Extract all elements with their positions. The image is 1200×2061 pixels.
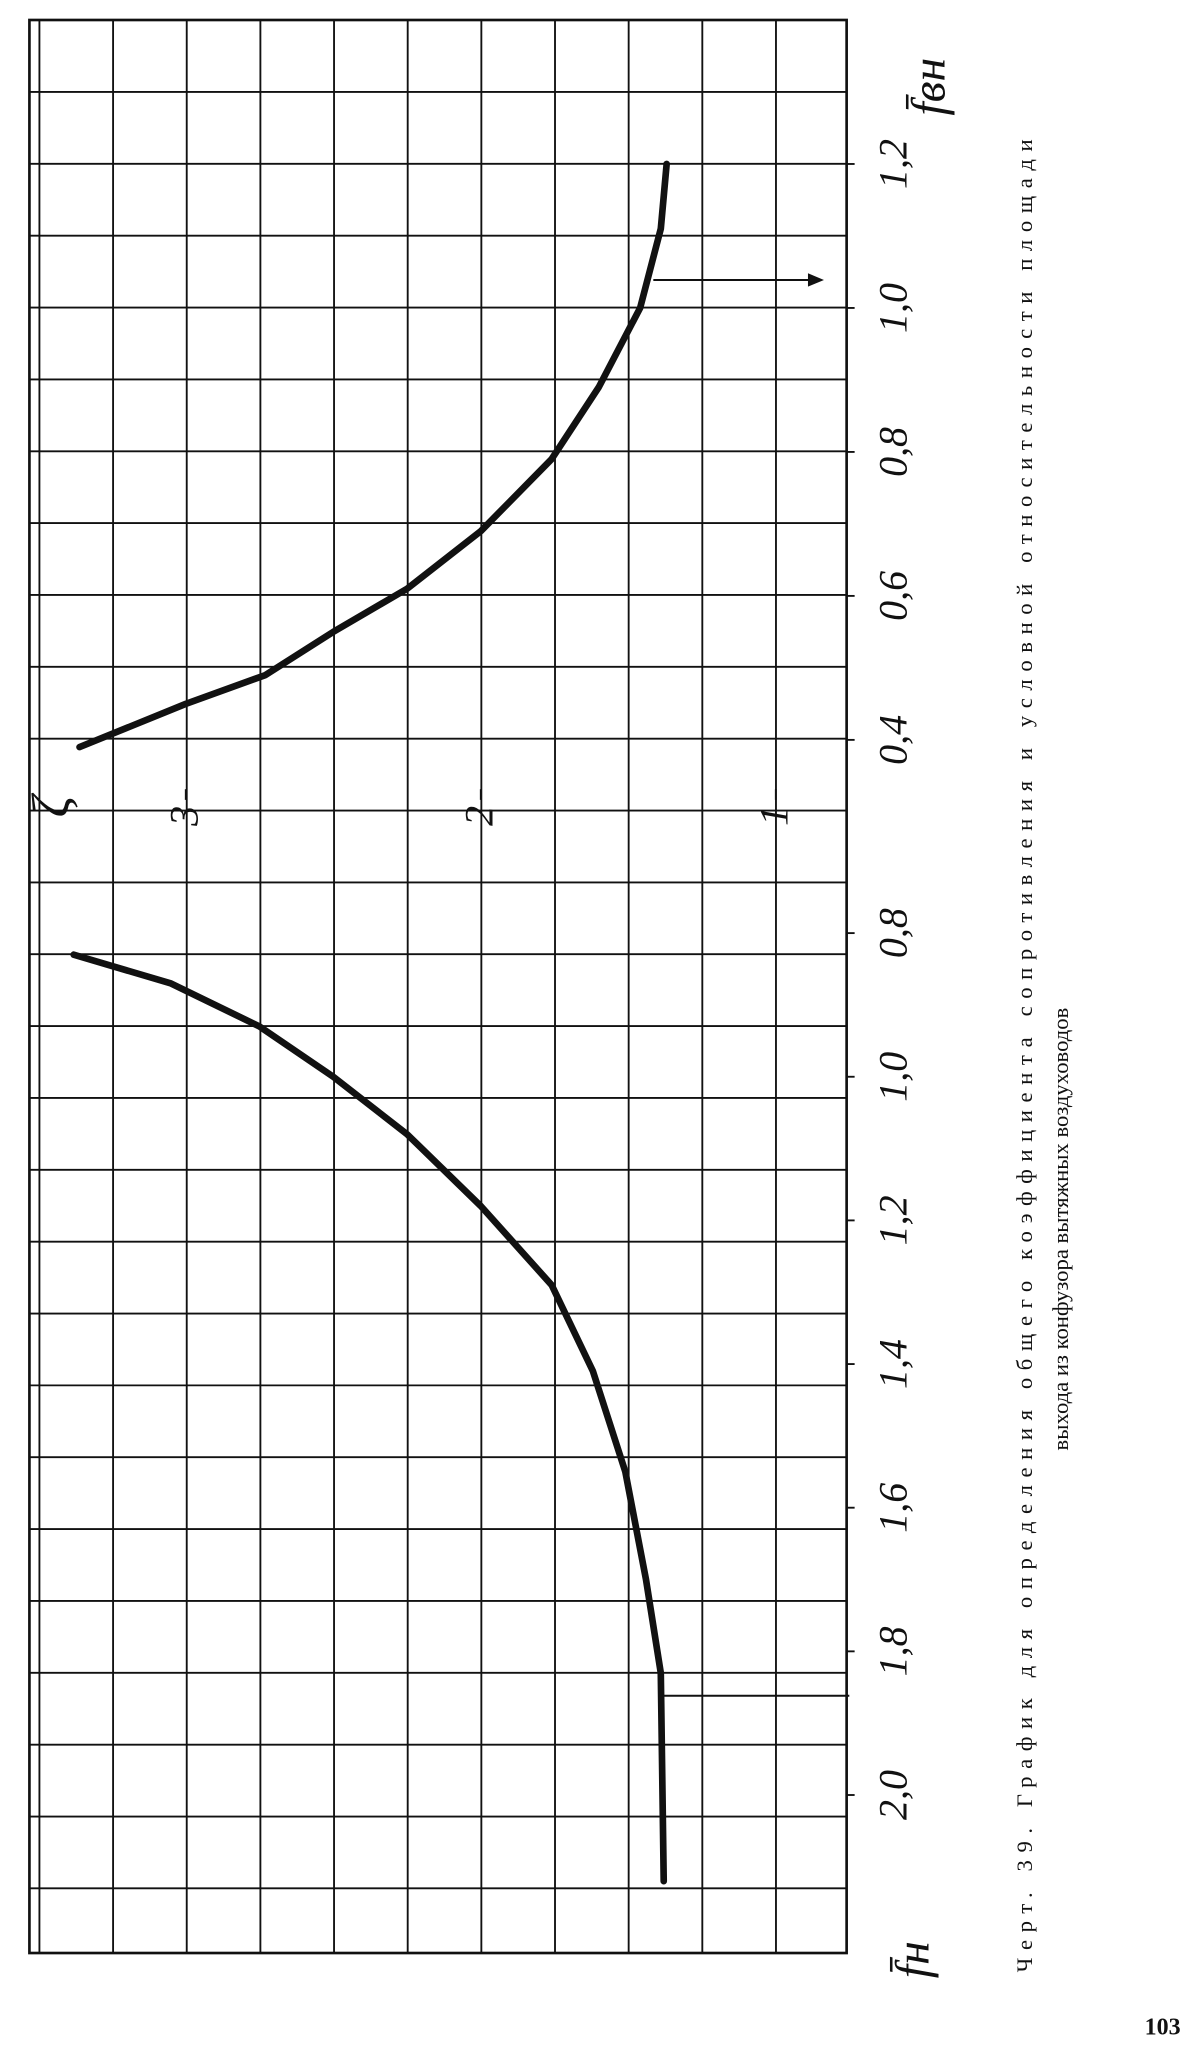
y-tick-label: 3 bbox=[162, 806, 207, 827]
arrow bbox=[807, 273, 824, 287]
x-tick-label: 0,8 bbox=[870, 908, 915, 958]
x-tick-label: 1,2 bbox=[870, 1195, 915, 1245]
x-tick-label: 1,2 bbox=[870, 139, 915, 189]
x-tick-label: 0,8 bbox=[870, 427, 915, 477]
page-number: 103 bbox=[1145, 2015, 1181, 2041]
caption-line: Черт. 39. График для определения общего … bbox=[1012, 139, 1037, 1972]
x-axis-label: f̄вн bbox=[902, 58, 955, 116]
caption-line: выхода из конфузора вытяжных воздуховодо… bbox=[1048, 1008, 1073, 1451]
y-tick-label: 2 bbox=[457, 806, 502, 826]
x-tick-label: 1,0 bbox=[870, 283, 915, 333]
x-tick-label: 1,8 bbox=[870, 1626, 915, 1676]
x-tick-label: 1,6 bbox=[870, 1483, 915, 1533]
frame bbox=[28, 18, 848, 1955]
x-tick-label: 1,0 bbox=[870, 1052, 915, 1102]
curve bbox=[70, 951, 668, 1885]
curve bbox=[76, 160, 670, 751]
x-tick-label: 1,4 bbox=[870, 1339, 915, 1389]
x-tick-label: 0,4 bbox=[870, 715, 915, 765]
y-tick-label: 1 bbox=[752, 806, 797, 826]
y-axis-label: ζ bbox=[20, 792, 80, 817]
x-tick-label: 2,0 bbox=[870, 1770, 915, 1820]
x-tick-label: 0,6 bbox=[870, 571, 915, 621]
x-axis-label: f̄н bbox=[886, 1941, 939, 1978]
